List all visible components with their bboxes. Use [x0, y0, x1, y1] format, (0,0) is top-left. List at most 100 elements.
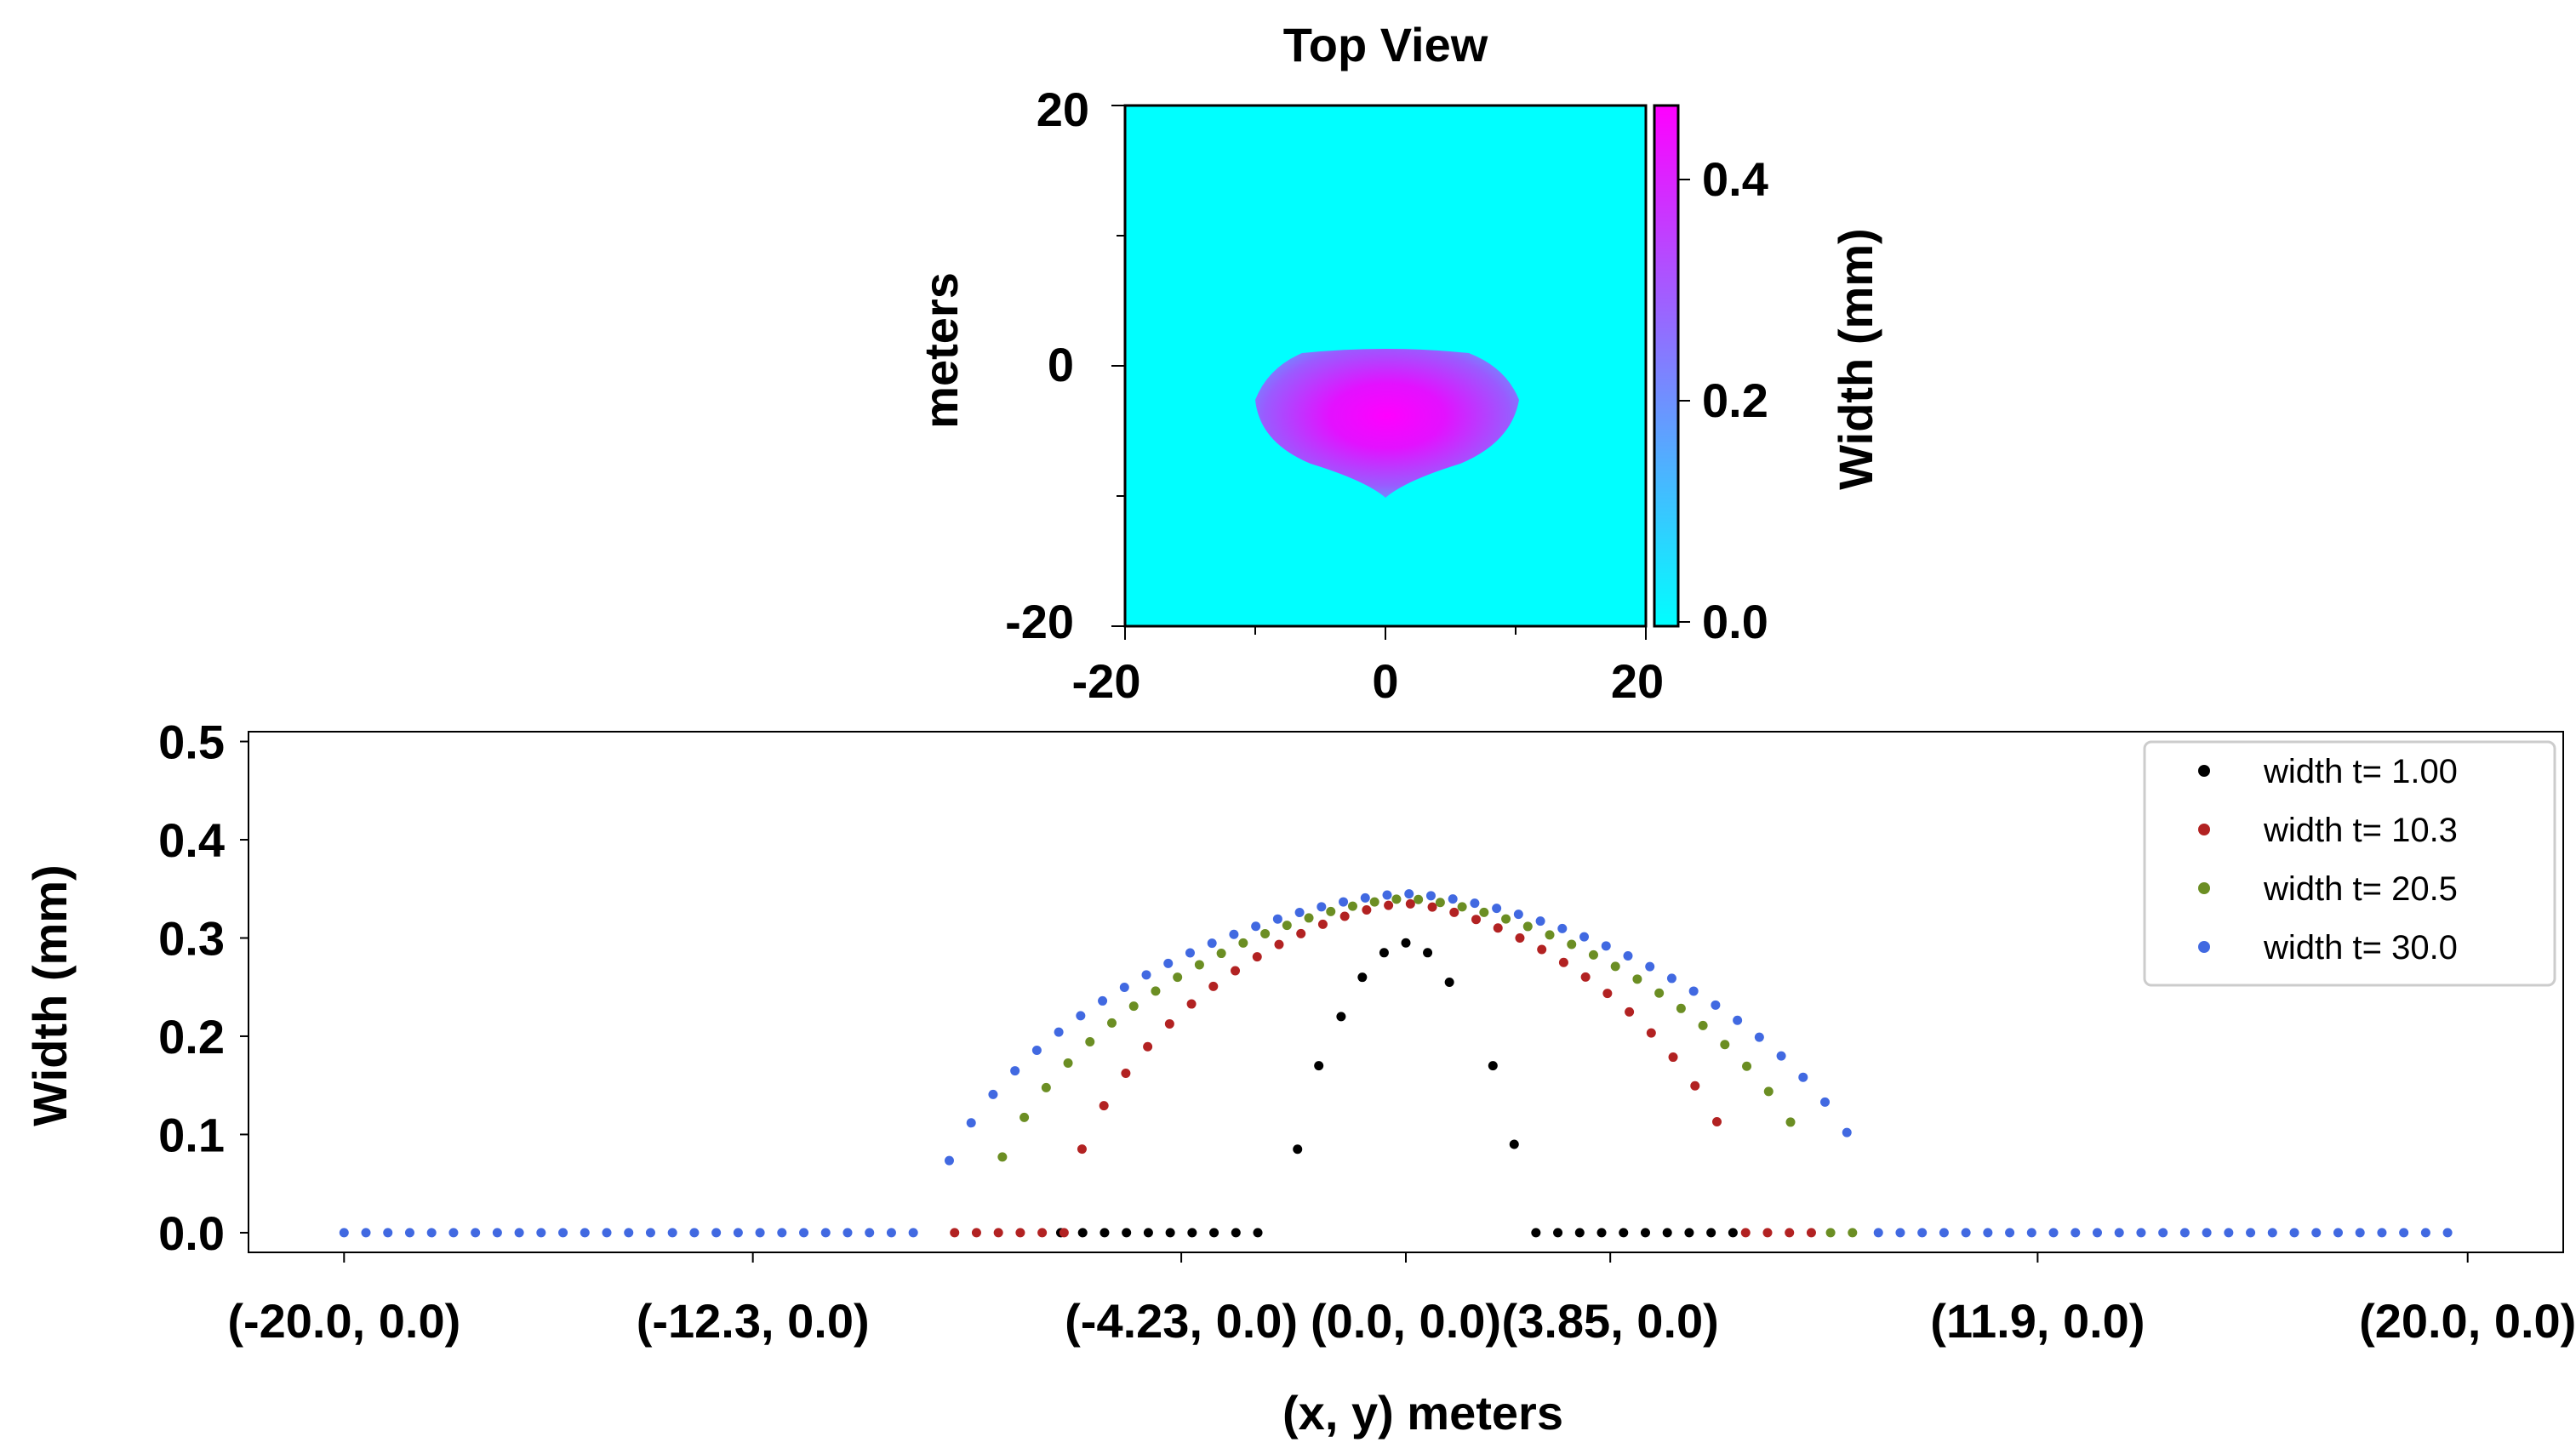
series-t10-point	[1231, 966, 1241, 976]
series-t10-point	[1785, 1228, 1795, 1238]
series-t20-point	[1479, 907, 1489, 917]
series-t10-point	[1317, 919, 1328, 929]
scatter-xlabel: (x, y) meters	[1282, 1386, 1563, 1440]
scatter-ytick-label: 0.3	[158, 911, 225, 965]
series-t1-point	[1122, 1228, 1132, 1238]
series-t10-point	[993, 1228, 1003, 1238]
legend-label: width t= 20.5	[2263, 870, 2458, 908]
series-t1-point	[1336, 1012, 1346, 1022]
series-t1-point	[1143, 1228, 1153, 1238]
series-t1-point	[1574, 1228, 1585, 1238]
series-t30-point	[2005, 1228, 2015, 1238]
series-t10-point	[1059, 1228, 1069, 1238]
series-t20-point	[1676, 1003, 1686, 1013]
series-t30-point	[2224, 1228, 2234, 1238]
heatmap-xtick-label: -20	[1072, 654, 1141, 708]
series-t30-point	[1579, 932, 1590, 942]
scatter-ytick-label: 0.5	[158, 716, 225, 769]
series-t30-point	[580, 1228, 590, 1238]
series-t10-point	[1077, 1144, 1087, 1155]
series-t1-point	[1619, 1228, 1629, 1238]
heatmap-ticks	[1111, 105, 1647, 640]
series-t30-point	[426, 1228, 437, 1238]
series-t30-point	[799, 1228, 809, 1238]
series-t30-point	[492, 1228, 502, 1238]
series-t10-point	[1037, 1228, 1048, 1238]
series-t20-point	[1173, 972, 1183, 983]
colorbar-tick-label: 0.2	[1702, 373, 1768, 427]
series-t20-point	[1501, 914, 1511, 924]
series-t30-point	[2399, 1228, 2409, 1238]
heatmap-ytick-label: -20	[1005, 595, 1074, 648]
series-t30-point	[1317, 902, 1327, 912]
series-t1-point	[1728, 1228, 1738, 1238]
series-t10-point	[1602, 989, 1613, 999]
series-t10-point	[1296, 928, 1306, 938]
series-t30-point	[2377, 1228, 2387, 1238]
scatter-xtick-label: (-12.3, 0.0)	[637, 1294, 870, 1348]
series-t30-point	[1185, 948, 1195, 958]
series-t30-point	[2311, 1228, 2322, 1238]
series-t30-point	[1119, 982, 1129, 992]
series-t30-point	[2420, 1228, 2430, 1238]
series-t30-point	[1098, 995, 1108, 1006]
series-t30-point	[1076, 1011, 1086, 1021]
series-t20-point	[1632, 974, 1642, 984]
legend-marker	[2198, 824, 2210, 835]
series-t30-point	[361, 1228, 371, 1238]
scatter-ytick-label: 0.2	[158, 1010, 225, 1063]
series-t1-point	[1423, 948, 1433, 958]
series-t1-point	[1401, 938, 1411, 948]
series-t30-point	[2114, 1228, 2124, 1238]
series-t20-point	[1720, 1040, 1730, 1050]
series-t30-point	[1404, 889, 1414, 899]
series-t30-point	[2179, 1228, 2190, 1238]
series-t1-point	[1253, 1228, 1263, 1238]
series-t10-point	[1252, 952, 1262, 962]
series-t30-point	[1711, 1000, 1721, 1010]
series-t30-point	[820, 1228, 831, 1238]
series-t1-point	[1077, 1228, 1088, 1238]
series-t20-point	[1567, 939, 1577, 949]
series-t10-point	[1121, 1069, 1131, 1079]
series-t30-point	[1776, 1051, 1786, 1061]
series-t30-point	[2289, 1228, 2299, 1238]
series-t20-point	[1435, 898, 1445, 908]
series-t10-point	[1384, 900, 1394, 910]
series-t30-point	[1448, 894, 1458, 904]
colorbar-tick-label: 0.0	[1702, 595, 1768, 648]
series-t20-point	[1848, 1228, 1858, 1238]
scatter-xtick-label: (20.0, 0.0)	[2359, 1294, 2576, 1348]
series-t10-point	[1471, 915, 1482, 925]
series-t30-point	[1917, 1228, 1928, 1238]
series-t1-point	[1100, 1228, 1110, 1238]
series-t20-point	[1085, 1036, 1095, 1046]
series-t20-point	[1304, 913, 1314, 923]
legend-label: width t= 1.00	[2263, 753, 2458, 790]
series-t10-point	[1405, 898, 1415, 909]
series-t30-point	[1360, 892, 1370, 903]
scatter-ytick-label: 0.1	[158, 1108, 225, 1161]
series-t30-point	[711, 1228, 722, 1238]
series-t1-point	[1314, 1061, 1324, 1071]
series-t30-point	[2136, 1228, 2146, 1238]
series-t30-point	[1339, 897, 1349, 907]
series-t10-point	[1712, 1117, 1722, 1127]
series-t30-point	[908, 1228, 918, 1238]
legend-marker	[2198, 882, 2210, 894]
series-t30-point	[2246, 1228, 2256, 1238]
series-t1-point	[1553, 1228, 1563, 1238]
legend-marker	[2198, 765, 2210, 777]
series-t10-point	[1515, 932, 1525, 943]
series-t1-point	[1187, 1228, 1197, 1238]
width-profile-chart: 0.0 0.1 0.2 0.3 0.4 0.5 (-20.0, 0.0) (-12.3, 0…	[23, 716, 2576, 1440]
series-t30-point	[1492, 904, 1502, 914]
series-t20-point	[1194, 960, 1204, 970]
series-t30-point	[966, 1118, 976, 1128]
legend-label: width t= 30.0	[2263, 929, 2458, 966]
series-t30-point	[558, 1228, 568, 1238]
series-t30-point	[2333, 1228, 2343, 1238]
series-t30-point	[1688, 986, 1699, 996]
series-t10-point	[1537, 944, 1547, 955]
